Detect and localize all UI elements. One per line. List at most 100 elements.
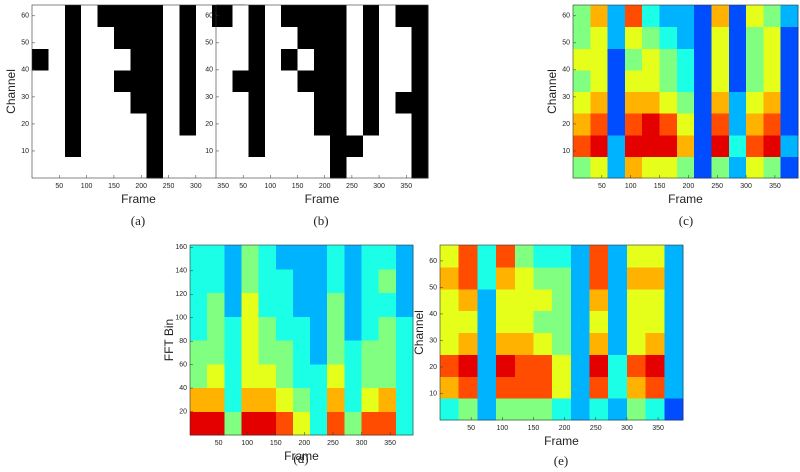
heatmap-cell bbox=[379, 5, 396, 28]
heatmap-cell bbox=[378, 316, 397, 341]
heatmap-cell bbox=[327, 268, 345, 293]
heatmap-cell bbox=[146, 26, 164, 49]
heatmap-cell bbox=[552, 354, 572, 377]
heatmap-cell bbox=[624, 69, 643, 92]
heatmap-cell bbox=[64, 48, 82, 71]
heatmap-cell bbox=[573, 91, 591, 114]
heatmap-cell bbox=[411, 26, 429, 49]
heatmap-cell bbox=[607, 91, 626, 114]
heatmap-cell bbox=[533, 376, 553, 399]
heatmap-cell bbox=[552, 245, 572, 268]
heatmap-cell bbox=[275, 268, 294, 293]
heatmap-cell bbox=[346, 26, 364, 49]
heatmap-cell bbox=[590, 113, 609, 136]
heatmap-cell bbox=[626, 332, 647, 355]
heatmap-cell bbox=[728, 5, 747, 28]
heatmap-cell bbox=[81, 134, 99, 157]
heatmap-cell bbox=[313, 69, 331, 92]
heatmap-cell bbox=[361, 292, 380, 317]
y-axis-label: Channel bbox=[412, 310, 426, 355]
heatmap-cell bbox=[275, 363, 294, 388]
heatmap-cell bbox=[378, 363, 397, 388]
heatmap-cell bbox=[275, 316, 294, 341]
heatmap-cell bbox=[346, 69, 364, 92]
heatmap-cell bbox=[248, 26, 266, 49]
heatmap-cell bbox=[310, 363, 328, 388]
heatmap-cell bbox=[241, 387, 260, 412]
y-tick-label: 10 bbox=[21, 148, 29, 155]
heatmap-cell bbox=[146, 69, 164, 92]
heatmap-cell bbox=[573, 134, 591, 157]
heatmap-cell bbox=[224, 340, 242, 365]
heatmap-cell bbox=[590, 91, 609, 114]
x-tick-label: 200 bbox=[319, 183, 331, 190]
heatmap-cell bbox=[458, 288, 478, 312]
heatmap-cell bbox=[395, 113, 413, 136]
heatmap-cell bbox=[313, 5, 331, 28]
heatmap-cell bbox=[232, 26, 250, 49]
heatmap-cell bbox=[395, 387, 414, 412]
heatmap-cell bbox=[97, 5, 115, 28]
heatmap-cell bbox=[310, 387, 328, 412]
x-tick-label: 100 bbox=[241, 440, 253, 447]
heatmap-cell bbox=[642, 26, 661, 49]
x-tick-label: 300 bbox=[356, 440, 368, 447]
y-axis-label: Channel bbox=[545, 69, 559, 114]
heatmap-cell bbox=[533, 332, 553, 355]
heatmap-cell bbox=[378, 245, 397, 270]
heatmap-cell bbox=[379, 26, 396, 49]
heatmap-cell bbox=[163, 26, 180, 49]
heatmap-cell bbox=[440, 354, 460, 377]
heatmap-cell bbox=[64, 91, 82, 114]
x-tick-label: 150 bbox=[108, 183, 120, 190]
heatmap-cell bbox=[146, 5, 164, 28]
heatmap-cell bbox=[626, 245, 647, 268]
heatmap-cell bbox=[327, 363, 345, 388]
x-tick-label: 250 bbox=[346, 183, 358, 190]
heatmap-cell bbox=[190, 245, 208, 270]
y-tick-label: 60 bbox=[205, 13, 213, 20]
plot-frame bbox=[215, 4, 429, 179]
heatmap-cell bbox=[281, 69, 299, 92]
heatmap-cell bbox=[533, 288, 553, 312]
heatmap-cell bbox=[763, 26, 782, 49]
heatmap-cell bbox=[496, 398, 516, 421]
heatmap-cell bbox=[608, 310, 628, 333]
heatmap-cell bbox=[590, 69, 609, 92]
heatmap-cell bbox=[207, 387, 225, 412]
heatmap-cell bbox=[379, 69, 396, 92]
heatmap-cell bbox=[676, 48, 695, 71]
heatmap-cell bbox=[746, 48, 764, 71]
x-tick-label: 250 bbox=[163, 183, 175, 190]
heatmap-cell bbox=[264, 48, 282, 71]
heatmap-cell bbox=[664, 288, 684, 312]
heatmap-cell bbox=[113, 91, 131, 114]
heatmap-cell bbox=[642, 134, 661, 157]
heatmap-cell bbox=[130, 156, 148, 179]
heatmap-cell bbox=[624, 113, 643, 136]
heatmap-cell bbox=[361, 387, 380, 412]
heatmap-cell bbox=[395, 26, 413, 49]
heatmap-cell bbox=[514, 354, 534, 377]
heatmap-cell bbox=[570, 266, 591, 290]
heatmap-cell bbox=[624, 5, 643, 28]
heatmap-cell bbox=[440, 245, 460, 268]
y-tick-label: 40 bbox=[205, 67, 213, 74]
heatmap-cell bbox=[232, 5, 250, 28]
heatmap-cell bbox=[728, 156, 747, 179]
y-tick-label: 20 bbox=[562, 121, 570, 128]
heatmap-cell bbox=[113, 5, 131, 28]
heatmap-cell bbox=[48, 156, 66, 179]
heatmap-cell bbox=[248, 48, 266, 71]
heatmap-cell bbox=[216, 26, 233, 49]
heatmap-cell bbox=[626, 376, 647, 399]
x-tick-label: 100 bbox=[625, 183, 637, 190]
y-tick-label: 50 bbox=[429, 284, 437, 291]
heatmap-cell bbox=[746, 156, 764, 179]
heatmap-cell bbox=[395, 340, 414, 365]
y-tick-label: 60 bbox=[562, 13, 570, 20]
heatmap-cell bbox=[590, 156, 609, 179]
heatmap-cell bbox=[694, 91, 712, 114]
heatmap-cell bbox=[362, 134, 380, 157]
heatmap-cell bbox=[711, 91, 730, 114]
